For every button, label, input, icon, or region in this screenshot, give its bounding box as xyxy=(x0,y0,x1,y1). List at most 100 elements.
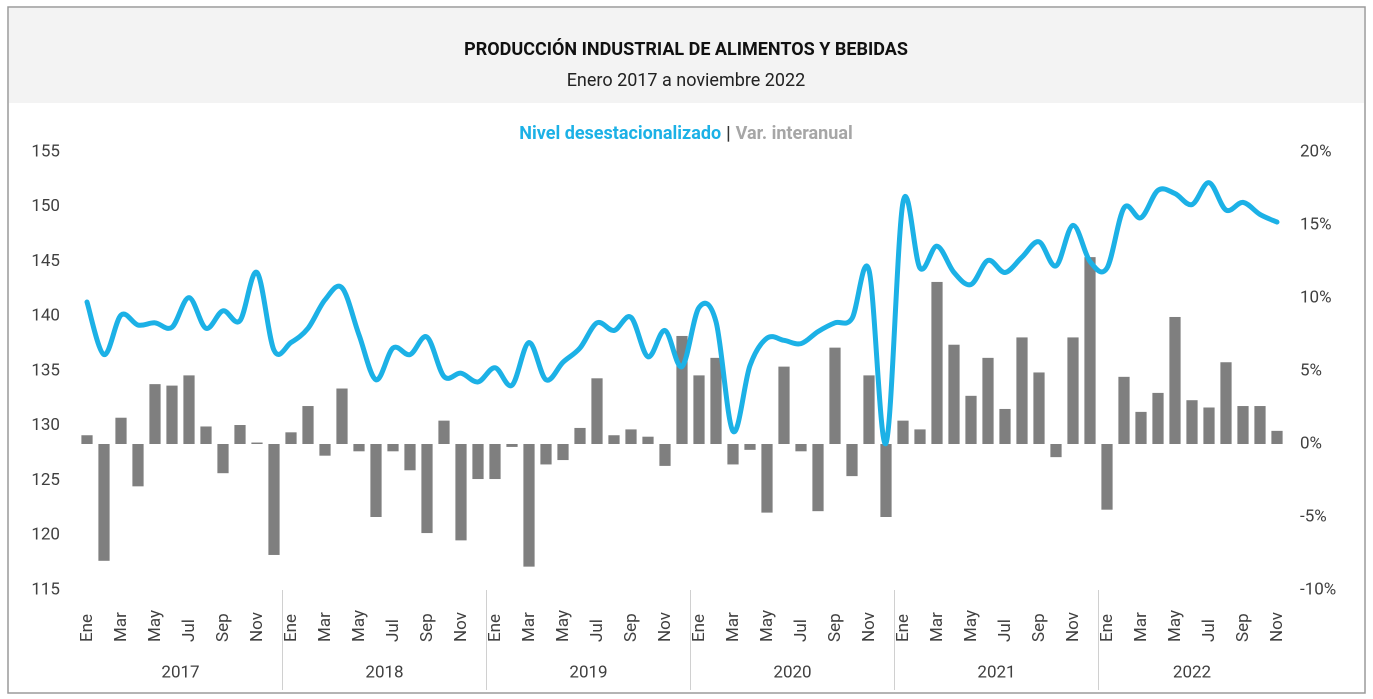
x-tick-label: Jul xyxy=(179,619,199,642)
header-band xyxy=(9,8,1364,103)
bar xyxy=(880,444,892,517)
bar xyxy=(1169,316,1181,444)
x-tick-label: May xyxy=(1165,610,1185,642)
x-tick-label: Sep xyxy=(213,613,233,642)
bar xyxy=(795,444,807,452)
x-tick-label: Nov xyxy=(1267,612,1287,642)
y-tick-label: 155 xyxy=(31,141,60,161)
bar xyxy=(676,335,688,444)
x-tick-label: Sep xyxy=(825,613,845,642)
bar xyxy=(149,384,161,444)
x-tick-label: Sep xyxy=(621,613,641,642)
bar xyxy=(948,344,960,444)
bar xyxy=(540,444,552,465)
x-tick-label: Jul xyxy=(1199,619,1219,642)
x-tick-label: Ene xyxy=(281,614,301,642)
bar xyxy=(387,444,399,452)
y2-tick-label: 5% xyxy=(1300,360,1322,380)
bar xyxy=(574,427,586,444)
bar xyxy=(1271,430,1283,444)
x-tick-label: Mar xyxy=(519,612,539,642)
x-group-label: 2018 xyxy=(365,662,403,682)
x-tick-label: Nov xyxy=(655,612,675,642)
bar xyxy=(608,435,620,444)
y-tick-label: 115 xyxy=(31,579,60,599)
x-tick-label: Jul xyxy=(587,619,607,642)
bar xyxy=(1067,337,1079,444)
y2-tick-label: 20% xyxy=(1300,141,1332,161)
bar xyxy=(1016,337,1028,444)
bar xyxy=(1118,376,1130,444)
x-tick-label: Ene xyxy=(485,614,505,642)
bar xyxy=(642,436,654,444)
bar xyxy=(625,429,637,444)
y-tick-label: 130 xyxy=(31,415,60,435)
chart-subtitle: Enero 2017 a noviembre 2022 xyxy=(567,70,806,91)
x-tick-label: Jul xyxy=(791,619,811,642)
bar xyxy=(489,444,501,480)
x-tick-label: Sep xyxy=(1029,613,1049,642)
bar xyxy=(931,281,943,444)
bar xyxy=(710,357,722,444)
x-tick-label: May xyxy=(145,610,165,642)
x-tick-label: Ene xyxy=(689,614,709,642)
bar xyxy=(693,375,705,444)
legend-separator: | xyxy=(726,123,731,144)
y-tick-label: 120 xyxy=(31,525,60,545)
y2-tick-label: -10% xyxy=(1300,579,1336,599)
bar xyxy=(336,388,348,444)
bar xyxy=(370,444,382,517)
x-tick-label: Mar xyxy=(315,612,335,642)
x-group-label: 2019 xyxy=(569,662,607,682)
x-tick-label: Mar xyxy=(723,612,743,642)
x-tick-label: Ene xyxy=(77,614,97,642)
legend-entry: Var. interanual xyxy=(736,123,853,144)
y-tick-label: 140 xyxy=(31,306,60,326)
bar xyxy=(1152,392,1164,444)
y2-tick-label: -5% xyxy=(1300,506,1327,526)
bar xyxy=(897,420,909,444)
x-tick-label: May xyxy=(349,610,369,642)
bar xyxy=(200,426,212,444)
bar xyxy=(744,444,756,450)
y2-tick-label: 10% xyxy=(1300,287,1332,307)
chart-title: PRODUCCIÓN INDUSTRIAL DE ALIMENTOS Y BEB… xyxy=(464,38,908,60)
bar xyxy=(523,444,535,567)
legend: Nivel desestacionalizado | Var. interanual xyxy=(519,123,852,144)
bar xyxy=(1254,406,1266,444)
bar xyxy=(1101,444,1113,510)
y-tick-label: 135 xyxy=(31,360,60,380)
x-tick-label: Nov xyxy=(1063,612,1083,642)
x-tick-label: Jul xyxy=(383,619,403,642)
x-tick-label: May xyxy=(757,610,777,642)
x-tick-label: Jul xyxy=(995,619,1015,642)
x-tick-label: Nov xyxy=(247,612,267,642)
bar xyxy=(404,444,416,471)
bar xyxy=(982,357,994,444)
bar xyxy=(115,417,127,444)
bar xyxy=(914,429,926,444)
y-tick-label: 125 xyxy=(31,470,60,490)
y2-tick-label: 15% xyxy=(1300,214,1332,234)
y2-tick-label: 0% xyxy=(1300,433,1322,453)
x-tick-label: May xyxy=(961,610,981,642)
x-tick-label: Mar xyxy=(1131,612,1151,642)
bar xyxy=(812,444,824,512)
bar xyxy=(1050,444,1062,458)
bar xyxy=(285,432,297,444)
x-group-label: 2022 xyxy=(1173,662,1211,682)
bar xyxy=(1135,411,1147,444)
x-tick-label: Ene xyxy=(893,614,913,642)
x-tick-label: Nov xyxy=(859,612,879,642)
bar xyxy=(319,444,331,456)
x-tick-label: Mar xyxy=(927,612,947,642)
bar xyxy=(1203,407,1215,444)
bar xyxy=(166,385,178,444)
y-tick-label: 145 xyxy=(31,251,60,271)
bar xyxy=(1186,400,1198,444)
bar xyxy=(863,375,875,444)
bar xyxy=(1033,372,1045,444)
bar xyxy=(1084,257,1096,444)
bar xyxy=(846,444,858,477)
